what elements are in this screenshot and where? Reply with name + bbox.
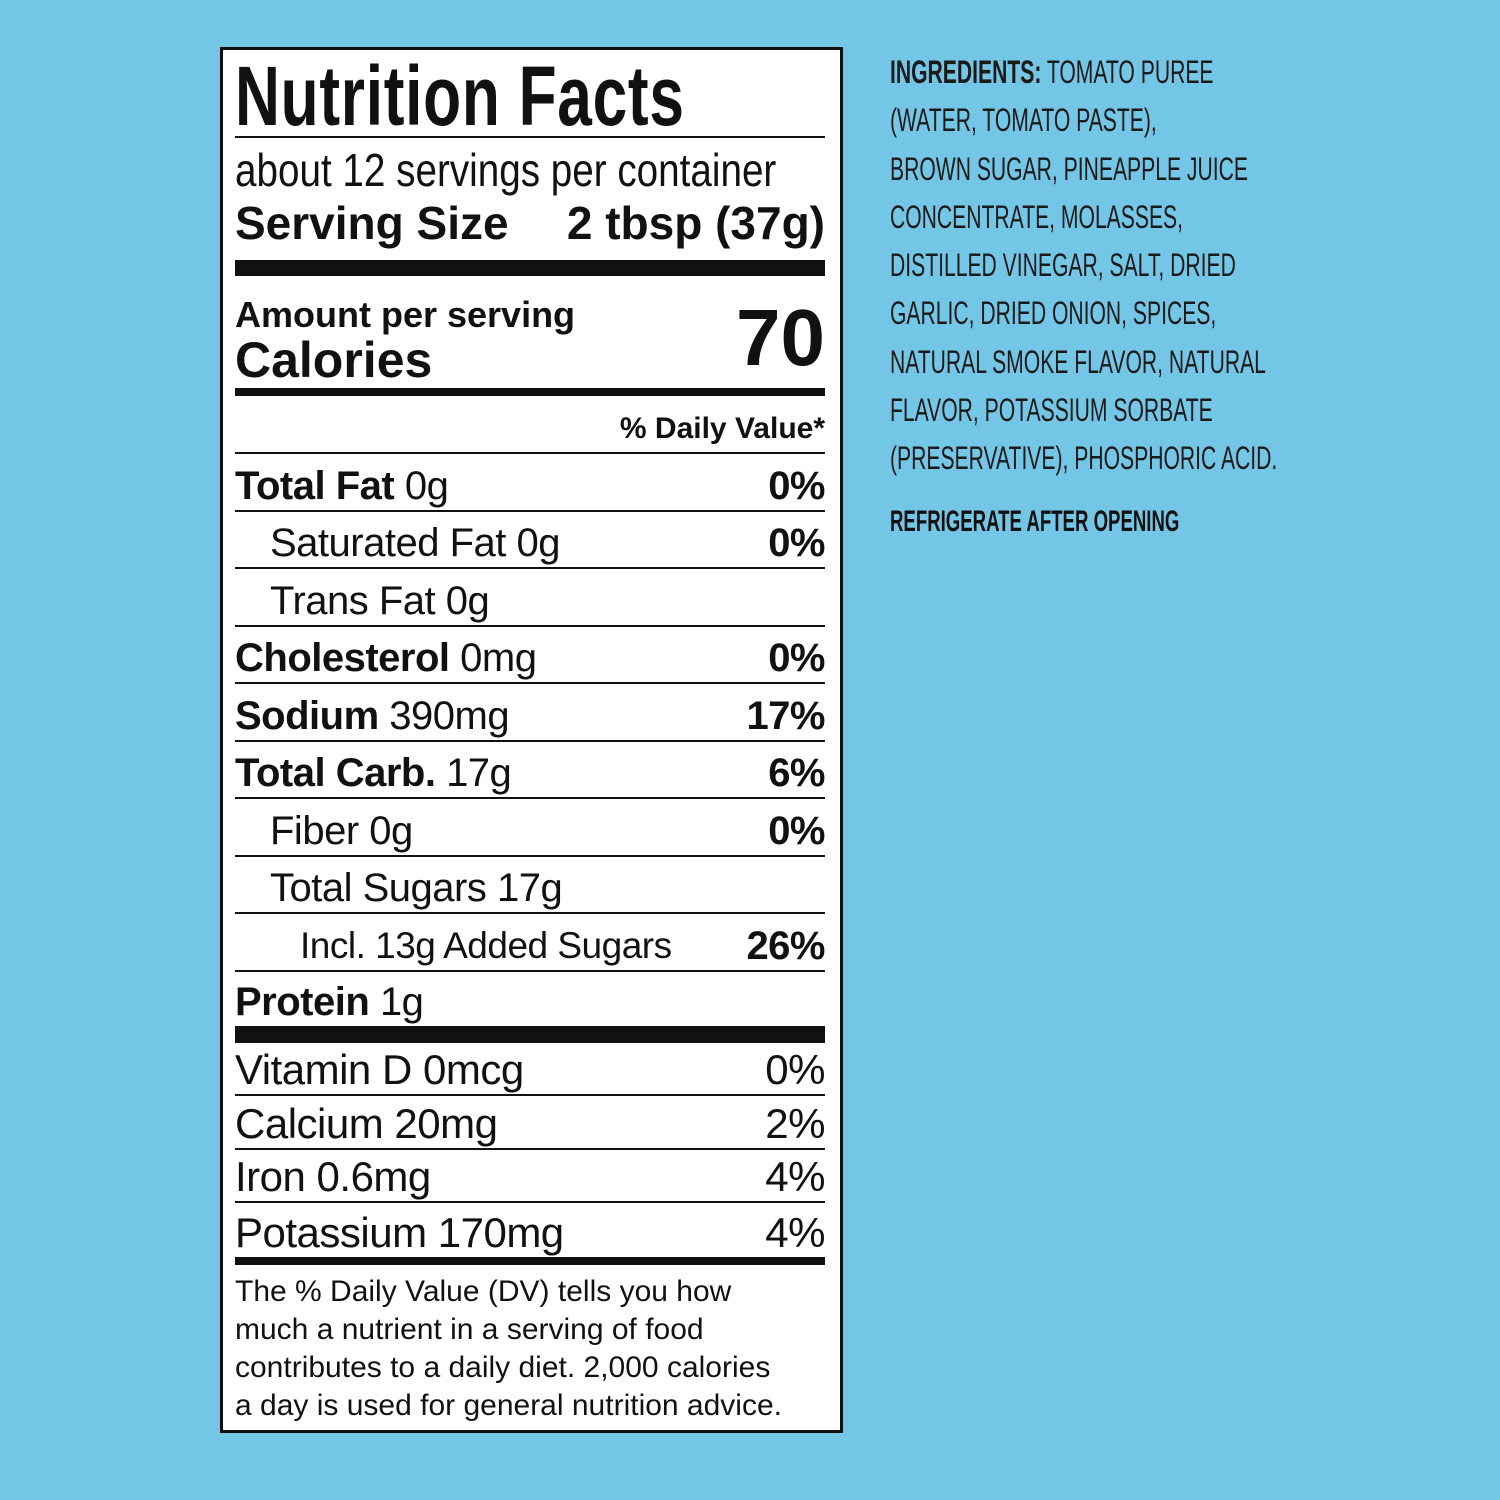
nutrient-name: Total Carb. (235, 751, 436, 795)
daily-value-header: % Daily Value* (619, 412, 825, 445)
nutrient-amount: 0g (369, 808, 413, 853)
nutrient-row: Total Carb. 17g 6% (235, 742, 825, 799)
ingredients: INGREDIENTS: TOMATO PUREE (WATER, TOMATO… (890, 48, 1277, 483)
nutrient-row: Total Sugars 17g (235, 857, 825, 914)
servings: about 12 servings per container (235, 144, 777, 196)
label-title: Nutrition Facts (235, 49, 685, 143)
footnote-line: contributes to a daily diet. 2,000 calor… (235, 1350, 771, 1384)
vitamin-dv: 4% (765, 1208, 825, 1256)
vitamin-row: Calcium 20mg 2% (235, 1096, 825, 1150)
vitamin-dv: 0% (765, 1046, 825, 1093)
nutrient-row: Saturated Fat 0g 0% (235, 512, 825, 569)
nutrient-dv: 0% (768, 636, 825, 680)
nutrient-row: Cholesterol 0mg 0% (235, 627, 825, 684)
footnote-line: much a nutrient in a serving of food (235, 1312, 704, 1346)
medium-bar (235, 388, 825, 396)
nutrient-row: Total Fat 0g 0% (235, 454, 825, 512)
nutrient-amount: 0mg (460, 636, 537, 680)
storage-note: REFRIGERATE AFTER OPENING (890, 505, 1180, 538)
nutrient-dv: 26% (746, 923, 825, 968)
nutrient-name: Total Sugars (270, 866, 487, 910)
nutrient-dv: 6% (768, 751, 825, 795)
nutrient-dv: 0% (768, 521, 825, 565)
ingredients-line: CONCENTRATE, MOLASSES, (890, 198, 1183, 235)
vitamin-dv: 2% (765, 1099, 825, 1147)
amount-per-serving: Amount per serving (235, 294, 576, 335)
ingredients-line: BROWN SUGAR, PINEAPPLE JUICE (890, 150, 1248, 187)
ingredients-line: (PRESERVATIVE), PHOSPHORIC ACID. (890, 440, 1278, 477)
nutrient-dv: 0% (768, 808, 825, 853)
nutrient-list: Total Fat 0g 0% Saturated Fat 0g 0% Trans … (235, 452, 825, 1425)
vitamin-name: Potassium (235, 1208, 427, 1256)
nutrient-amount: 0g (445, 578, 490, 623)
footnote: The % Daily Value (DV) tells you how muc… (235, 1273, 825, 1425)
ingredients-line: (WATER, TOMATO PASTE), (890, 102, 1157, 139)
nutrient-dv: 0% (768, 463, 825, 508)
calories-label: Calories (235, 332, 433, 388)
vitamin-row: Vitamin D 0mcg 0% (235, 1043, 825, 1096)
serving-size: Serving Size 2 tbsp (37g) (235, 198, 825, 248)
ingredients-line: NATURAL SMOKE FLAVOR, NATURAL (890, 343, 1266, 380)
nutrient-name: Fiber (270, 808, 359, 853)
vitamin-amount: 170mg (437, 1208, 564, 1256)
vitamin-amount: 20mg (394, 1099, 498, 1147)
nutrient-amount: 390mg (389, 693, 510, 738)
nutrient-row: Protein 1g (235, 972, 825, 1026)
nutrient-amount: 17g (496, 866, 563, 910)
nutrient-amount: 0g (516, 521, 561, 565)
vitamin-row: Potassium 170mg 4% (235, 1203, 825, 1257)
vitamin-name: Iron (235, 1153, 306, 1200)
vitamin-row: Iron 0.6mg 4% (235, 1150, 825, 1203)
nutrient-name: Protein (235, 979, 370, 1024)
nutrient-row: Trans Fat 0g (235, 569, 825, 627)
thick-bar (235, 260, 825, 276)
ingredients-line: GARLIC, DRIED ONION, SPICES, (890, 295, 1217, 332)
vitamin-amount: 0mcg (422, 1046, 524, 1093)
nutrient-row: Sodium 390mg 17% (235, 684, 825, 742)
nutrient-amount: 0g (404, 463, 449, 508)
serving-size-label: Serving Size (235, 197, 509, 249)
ingredients-line: TOMATO PUREE (1046, 54, 1214, 90)
nutrient-row: Fiber 0g 0% (235, 799, 825, 857)
divider (235, 136, 825, 138)
nutrient-name: Total Fat (235, 463, 395, 508)
vitamin-name: Vitamin D (235, 1046, 412, 1093)
nutrient-amount: 1g (379, 979, 424, 1024)
nutrient-amount: 17g (446, 751, 512, 795)
nutrient-name: Saturated Fat (270, 521, 506, 565)
vitamin-amount: 0.6mg (316, 1153, 432, 1200)
ingredients-label: INGREDIENTS: (890, 54, 1042, 90)
vitamin-name: Calcium (235, 1099, 384, 1147)
footnote-line: a day is used for general nutrition advi… (235, 1388, 782, 1422)
nutrient-dv: 17% (746, 693, 825, 738)
serving-size-value: 2 tbsp (37g) (566, 197, 825, 249)
ingredients-line: FLAVOR, POTASSIUM SORBATE (890, 392, 1213, 429)
calories-value: 70 (736, 293, 825, 382)
footnote-line: The % Daily Value (DV) tells you how (235, 1274, 732, 1308)
nutrient-name: Sodium (235, 693, 379, 738)
nutrient-text: Incl. 13g Added Sugars (300, 924, 672, 966)
medium-bar (235, 1256, 825, 1265)
vitamin-dv: 4% (765, 1153, 825, 1200)
nutrient-name: Trans Fat (270, 578, 436, 623)
nutrient-row: Incl. 13g Added Sugars 26% (235, 914, 825, 972)
ingredients-line: DISTILLED VINEGAR, SALT, DRIED (890, 247, 1236, 284)
nutrient-name: Cholesterol (235, 636, 450, 680)
thick-bar (235, 1025, 825, 1043)
